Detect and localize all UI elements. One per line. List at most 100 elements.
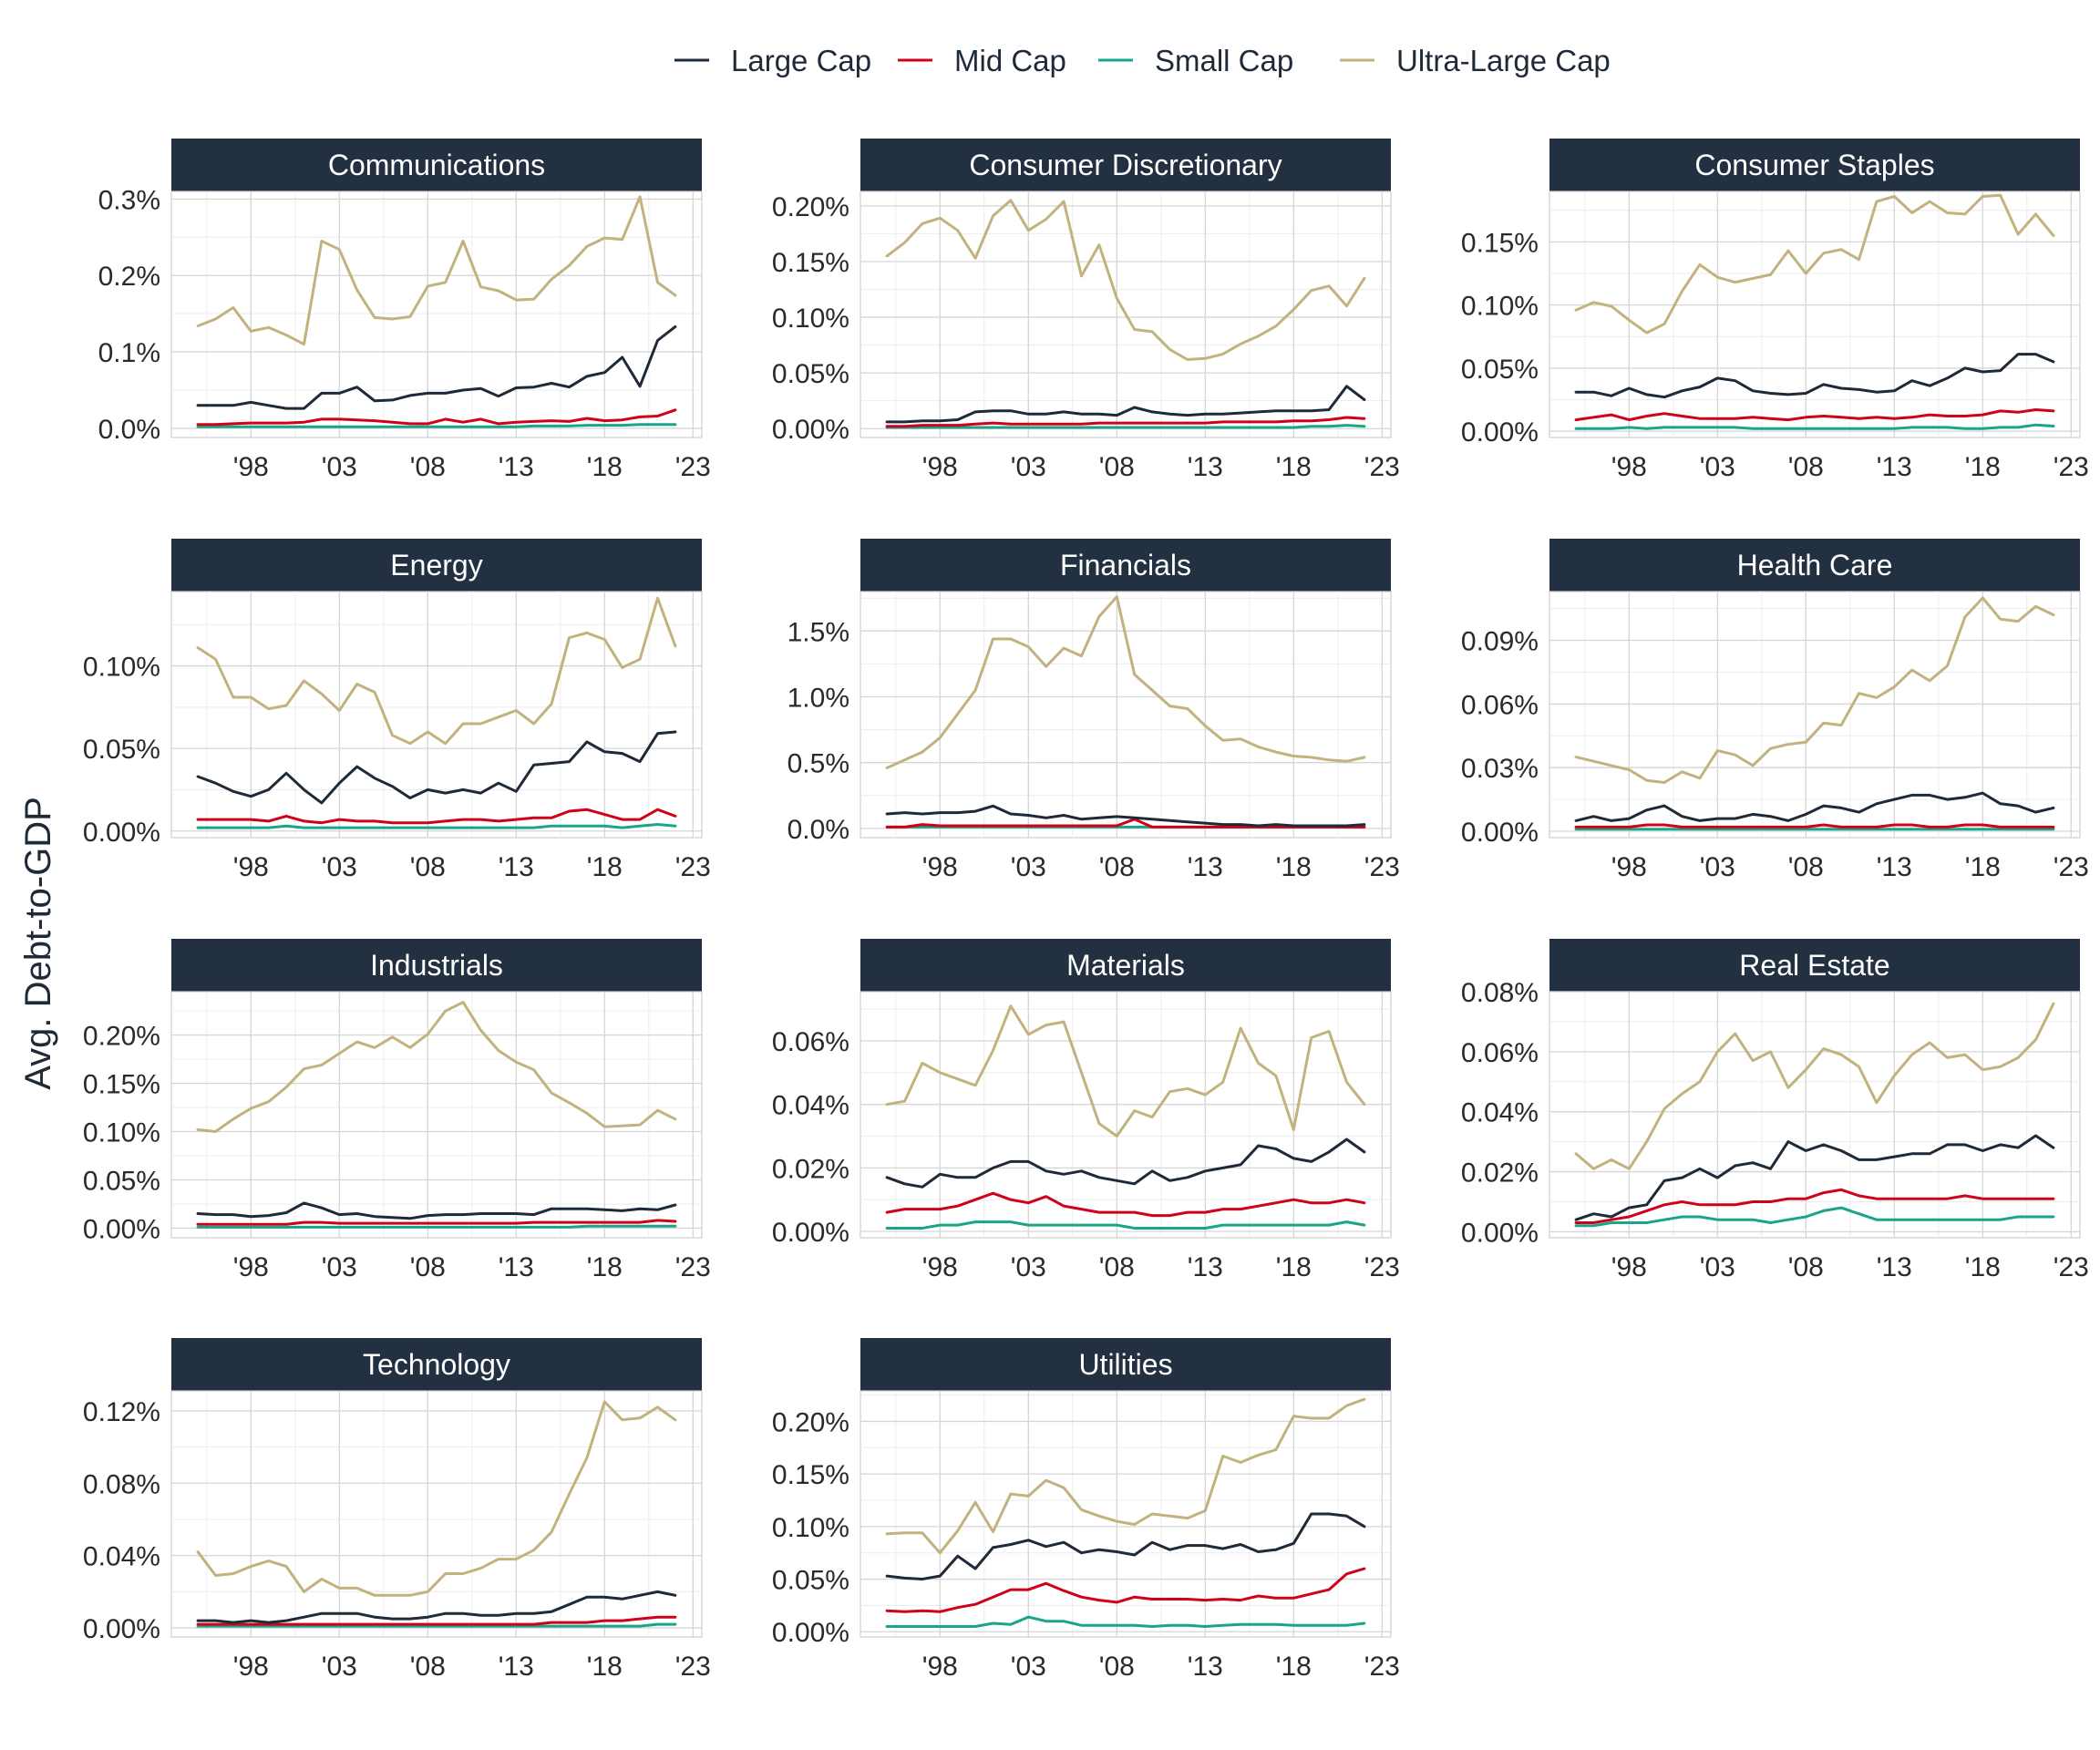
y-tick-label: 0.08% xyxy=(83,1469,160,1499)
panel-strip xyxy=(171,139,702,191)
series-line-large-cap xyxy=(196,730,677,805)
panel-strip xyxy=(1549,139,2080,191)
x-tick-label: '08 xyxy=(1099,1652,1135,1682)
y-tick-label: 0.00% xyxy=(772,1218,849,1248)
x-tick-label: '13 xyxy=(499,852,534,882)
x-tick-label: '08 xyxy=(1788,1252,1824,1282)
plot-area xyxy=(170,190,703,438)
x-tick-label: '18 xyxy=(1276,1252,1312,1282)
x-tick-label: '23 xyxy=(675,1652,711,1682)
x-tick-label: '18 xyxy=(587,1652,623,1682)
panel-title: Energy xyxy=(390,549,482,582)
y-tick-label: 0.05% xyxy=(83,735,160,765)
y-tick-label: 0.00% xyxy=(83,818,160,848)
panel-title: Real Estate xyxy=(1739,949,1889,982)
x-tick-label: '98 xyxy=(233,852,269,882)
y-tick-label: 0.15% xyxy=(1461,228,1539,258)
series-line-small-cap xyxy=(196,823,677,829)
series-line-mid-cap xyxy=(196,1219,677,1226)
y-tick-label: 0.15% xyxy=(83,1070,160,1100)
y-axis-label: Avg. Debt-to-GDP xyxy=(18,797,58,1090)
panel-financials: Financials 0.0% 0.5% 1.0% 1.5% '98 '03 '08 '13 '1… xyxy=(788,539,1400,882)
series-line-large-cap xyxy=(196,1590,677,1624)
x-tick-label: '98 xyxy=(233,1252,269,1282)
series-line-mid-cap xyxy=(196,808,677,825)
y-tick-label: 0.02% xyxy=(772,1154,849,1184)
x-tick-label: '98 xyxy=(922,452,958,482)
y-tick-label: 0.15% xyxy=(772,1460,849,1490)
y-tick-label: 0.05% xyxy=(772,359,849,389)
series-line-small-cap xyxy=(196,1622,677,1628)
y-tick-label: 0.04% xyxy=(83,1542,160,1572)
series-line-small-cap xyxy=(885,1615,1366,1628)
panel-title: Materials xyxy=(1066,949,1185,982)
x-tick-label: '18 xyxy=(1276,452,1312,482)
x-tick-label: '03 xyxy=(1700,452,1735,482)
series-line-large-cap xyxy=(885,385,1366,424)
panel-strip xyxy=(1549,539,2080,592)
y-tick-label: 0.2% xyxy=(98,262,160,292)
x-tick-label: '13 xyxy=(1877,852,1912,882)
series-line-ultra-large-cap xyxy=(885,199,1366,361)
panel-title: Technology xyxy=(363,1348,510,1381)
x-tick-label: '98 xyxy=(1611,452,1647,482)
y-tick-label: 0.1% xyxy=(98,338,160,368)
y-tick-label: 0.05% xyxy=(83,1166,160,1196)
panel-title: Utilities xyxy=(1078,1348,1172,1381)
x-tick-label: '18 xyxy=(1276,852,1312,882)
x-tick-label: '08 xyxy=(1788,852,1824,882)
x-tick-label: '13 xyxy=(1188,1252,1223,1282)
panel-real-estate: Real Estate 0.00% 0.02% 0.04% 0.06% 0.08% '98 '… xyxy=(1461,939,2089,1282)
legend-item-ultra-large-cap: Ultra-Large Cap xyxy=(1340,44,1611,77)
legend-label-large-cap: Large Cap xyxy=(731,44,871,77)
panel-title: Consumer Discretionary xyxy=(969,149,1282,181)
panels: Communications 0.0% 0.1% 0.2% 0.3% '98 '03 '08 '… xyxy=(83,139,2089,1682)
y-tick-label: 0.04% xyxy=(1461,1098,1539,1128)
x-tick-label: '23 xyxy=(1364,852,1400,882)
panel-strip xyxy=(860,1338,1391,1391)
x-tick-label: '23 xyxy=(675,452,711,482)
panel-strip xyxy=(1549,939,2080,992)
series-line-ultra-large-cap xyxy=(1574,596,2055,784)
y-tick-label: 1.0% xyxy=(788,684,849,714)
x-tick-label: '23 xyxy=(2054,452,2089,482)
panel-energy: Energy 0.00% 0.05% 0.10% '98 '03 '08 '13 '18 '23 xyxy=(83,539,711,882)
x-tick-label: '03 xyxy=(1700,852,1735,882)
series-line-large-cap xyxy=(1574,353,2055,399)
x-tick-label: '13 xyxy=(499,1252,534,1282)
plot-area xyxy=(170,991,703,1239)
series-line-small-cap xyxy=(1574,1206,2055,1228)
panel-strip xyxy=(171,939,702,992)
panel-strip xyxy=(171,539,702,592)
x-tick-label: '13 xyxy=(1877,452,1912,482)
panel-title: Industrials xyxy=(370,949,503,982)
x-tick-label: '98 xyxy=(922,852,958,882)
panel-strip xyxy=(860,539,1391,592)
series-line-mid-cap xyxy=(196,408,677,427)
y-tick-label: 0.09% xyxy=(1461,627,1539,657)
series-line-large-cap xyxy=(1574,1134,2055,1221)
x-tick-label: '08 xyxy=(410,1252,446,1282)
series-line-mid-cap xyxy=(885,1567,1366,1613)
panel-strip xyxy=(171,1338,702,1391)
y-tick-label: 0.0% xyxy=(98,415,160,445)
x-tick-label: '23 xyxy=(2054,852,2089,882)
x-tick-label: '03 xyxy=(1700,1252,1735,1282)
y-tick-label: 0.00% xyxy=(1461,417,1539,448)
y-tick-label: 0.05% xyxy=(772,1566,849,1596)
x-tick-label: '23 xyxy=(675,852,711,882)
x-tick-label: '18 xyxy=(1965,1252,2001,1282)
y-tick-label: 0.20% xyxy=(772,1407,849,1437)
x-tick-label: '08 xyxy=(410,852,446,882)
series-line-large-cap xyxy=(196,324,677,410)
series-line-ultra-large-cap xyxy=(196,1001,677,1133)
y-tick-label: 0.00% xyxy=(1461,818,1539,848)
y-tick-label: 1.5% xyxy=(788,617,849,647)
legend-label-ultra-large-cap: Ultra-Large Cap xyxy=(1396,44,1611,77)
y-tick-label: 0.00% xyxy=(83,1614,160,1644)
x-tick-label: '13 xyxy=(1188,1652,1223,1682)
x-tick-label: '98 xyxy=(233,452,269,482)
legend-item-large-cap: Large Cap xyxy=(674,44,871,77)
series-line-mid-cap xyxy=(885,1191,1366,1218)
